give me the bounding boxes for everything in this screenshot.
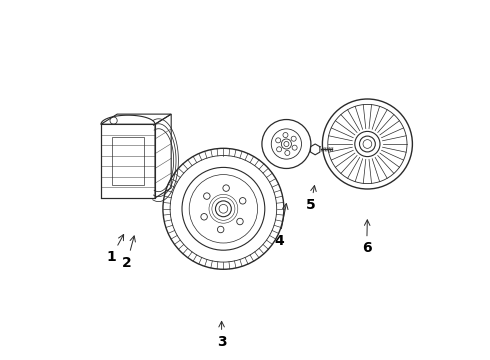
Text: 5: 5 xyxy=(306,186,316,212)
Text: 2: 2 xyxy=(122,236,135,270)
Text: 4: 4 xyxy=(274,204,288,248)
Text: 6: 6 xyxy=(362,220,371,255)
Text: 3: 3 xyxy=(217,321,226,349)
Text: 1: 1 xyxy=(106,234,123,264)
